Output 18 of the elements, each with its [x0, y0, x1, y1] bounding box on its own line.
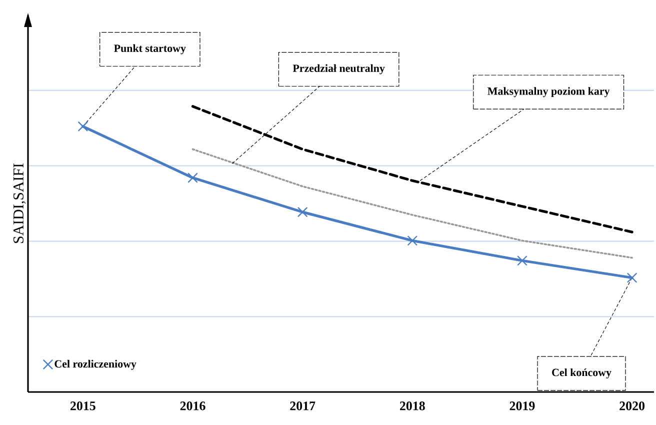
- y-axis-title: SAIDI,SAIFI: [13, 164, 26, 243]
- x-tick-label: 2020: [620, 402, 644, 410]
- point: [298, 207, 308, 217]
- point: [78, 122, 88, 132]
- point: [408, 236, 418, 246]
- annotation: Cel końcowy: [552, 368, 612, 378]
- x-tick-label: 2016: [180, 402, 206, 410]
- x-tick-label: 2017: [290, 402, 316, 410]
- point: [188, 172, 198, 183]
- annotation: Przedział neutralny: [292, 64, 385, 74]
- point: [627, 272, 637, 283]
- annotation: Punkt startowy: [114, 44, 186, 54]
- x-tick-label: 2019: [510, 402, 535, 410]
- annotation: Maksymalny poziom kary: [488, 87, 610, 98]
- point: [517, 256, 528, 266]
- x-tick-label: 2018: [400, 402, 425, 410]
- legend-label: Cel rozliczeniowy: [54, 360, 136, 370]
- x-tick-label: 2015: [70, 402, 96, 410]
